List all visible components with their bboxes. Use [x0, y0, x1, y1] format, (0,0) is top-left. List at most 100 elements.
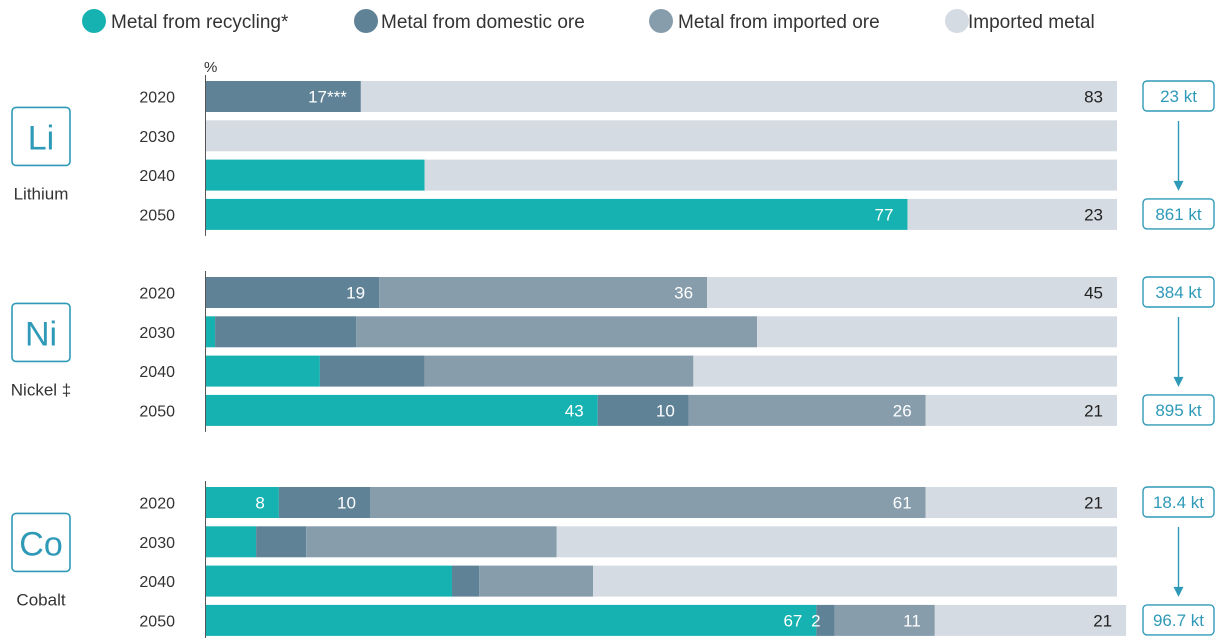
data-label-imported_ore: 11	[903, 611, 921, 630]
bar-segment-imported_metal	[693, 355, 1117, 387]
data-label-recycling: 67	[783, 611, 802, 630]
legend-label-imported_ore: Metal from imported ore	[678, 12, 880, 33]
element-tile	[11, 106, 71, 167]
data-label-domestic: 19	[346, 284, 365, 303]
bar-segment-recycling	[206, 394, 598, 426]
bar-segment-domestic	[278, 487, 370, 518]
element-tile	[11, 302, 71, 363]
bar-segment-imported_ore	[834, 604, 935, 636]
bar-segment-imported_ore	[424, 355, 694, 387]
year-label: 2030	[139, 325, 175, 342]
data-label-imported_metal: 21	[1084, 494, 1103, 513]
legend-label-imported_metal: Imported metal	[968, 12, 1095, 33]
kt-end-label: 861 kt	[1155, 205, 1202, 224]
year-label: 2040	[139, 574, 175, 591]
bar-segment-imported_ore	[306, 526, 557, 558]
legend-label-recycling: Metal from recycling*	[111, 12, 289, 33]
bar-segment-imported_ore	[379, 277, 708, 308]
kt-box-end	[1142, 394, 1215, 426]
bar-segment-imported_metal	[424, 159, 1117, 191]
group-co: Co Cobalt 2020 8 10 61 21 2030 2040 2050 67 2 11 21 18…	[11, 481, 1215, 638]
data-label-imported_ore: 26	[893, 401, 912, 420]
year-label: 2030	[139, 129, 175, 146]
bar-segment-recycling	[206, 565, 452, 597]
kt-box-start	[1142, 276, 1215, 308]
data-label-recycling: 43	[565, 401, 584, 420]
bar-segment-domestic	[256, 526, 307, 558]
element-symbol: Li	[28, 119, 54, 157]
legend-swatch-domestic	[354, 9, 378, 33]
bar-segment-domestic	[319, 355, 425, 387]
kt-end-label: 895 kt	[1155, 401, 1202, 420]
year-label: 2020	[139, 496, 175, 513]
bar-segment-imported_ore	[688, 394, 926, 426]
bar-segment-recycling	[206, 198, 908, 230]
bar-segment-imported_metal	[556, 526, 1117, 558]
element-name: Nickel ‡	[11, 380, 71, 399]
data-label-imported_metal: 23	[1084, 205, 1103, 224]
bar-segment-recycling	[206, 355, 320, 387]
group-ni: Ni Nickel ‡ 2020 19 36 45 2030 2040 2050 43 10 26 21…	[11, 271, 1215, 432]
bar-segment-imported_ore	[356, 316, 758, 348]
data-label-domestic: 2	[811, 611, 820, 630]
year-label: 2050	[139, 613, 175, 630]
bar-segment-domestic	[816, 604, 835, 636]
element-symbol: Ni	[25, 315, 57, 353]
element-name: Cobalt	[16, 590, 65, 609]
year-label: 2020	[139, 286, 175, 303]
bar-segment-imported_metal	[925, 487, 1117, 518]
bar-segment-imported_ore	[369, 487, 926, 518]
growth-arrow-head	[1173, 376, 1184, 387]
bar-segment-recycling	[206, 159, 425, 191]
legend-swatch-imported_ore	[649, 9, 673, 33]
bar-segment-recycling	[206, 487, 279, 518]
bar-segment-domestic	[215, 316, 357, 348]
growth-arrow-head	[1173, 180, 1184, 191]
chart-groups: Li Lithium 2020 17*** 83 2030 2040 2050 77 23 23 k…	[11, 75, 1215, 638]
kt-end-label: 96.7 kt	[1153, 611, 1204, 630]
data-label-domestic: 17***	[308, 88, 347, 107]
growth-arrow-head	[1173, 586, 1184, 597]
element-symbol: Co	[19, 525, 62, 563]
data-label-imported_ore: 61	[893, 494, 912, 513]
bar-segment-imported_metal	[593, 565, 1117, 597]
data-label-imported_metal: 45	[1084, 284, 1103, 303]
data-label-imported_ore: 36	[674, 284, 693, 303]
bar-segment-imported_metal	[360, 81, 1117, 112]
data-label-imported_metal: 21	[1084, 401, 1103, 420]
data-label-imported_metal: 21	[1093, 611, 1112, 630]
bar-segment-imported_metal	[707, 277, 1117, 308]
year-label: 2040	[139, 168, 175, 185]
percent-unit-label: %	[204, 59, 217, 76]
legend-swatch-imported_metal	[945, 9, 969, 33]
kt-start-label: 18.4 kt	[1153, 493, 1204, 512]
legend-swatch-recycling	[82, 9, 106, 33]
bar-segment-domestic	[206, 277, 380, 308]
bar-segment-imported_metal	[925, 394, 1117, 426]
element-tile	[11, 512, 71, 573]
data-label-domestic: 10	[337, 494, 356, 513]
year-label: 2050	[139, 403, 175, 420]
kt-box-start	[1142, 486, 1215, 518]
kt-start-label: 384 kt	[1155, 283, 1202, 302]
year-label: 2050	[139, 207, 175, 224]
data-label-recycling: 8	[255, 494, 264, 513]
bar-segment-domestic	[206, 81, 361, 112]
kt-box-end	[1142, 198, 1215, 230]
year-label: 2030	[139, 535, 175, 552]
bar-segment-imported_metal	[206, 120, 1117, 152]
bar-segment-domestic	[451, 565, 480, 597]
bar-segment-imported_metal	[934, 604, 1127, 636]
data-label-imported_metal: 83	[1084, 88, 1103, 107]
legend: Metal from recycling* Metal from domestic…	[82, 9, 1095, 33]
year-label: 2020	[139, 90, 175, 107]
data-label-recycling: 77	[875, 205, 894, 224]
bar-segment-imported_ore	[479, 565, 594, 597]
legend-label-domestic: Metal from domestic ore	[381, 12, 585, 33]
bar-segment-domestic	[597, 394, 689, 426]
kt-box-start	[1142, 80, 1215, 112]
bar-segment-recycling	[206, 316, 216, 348]
kt-box-end	[1142, 604, 1215, 636]
bar-segment-recycling	[206, 604, 817, 636]
